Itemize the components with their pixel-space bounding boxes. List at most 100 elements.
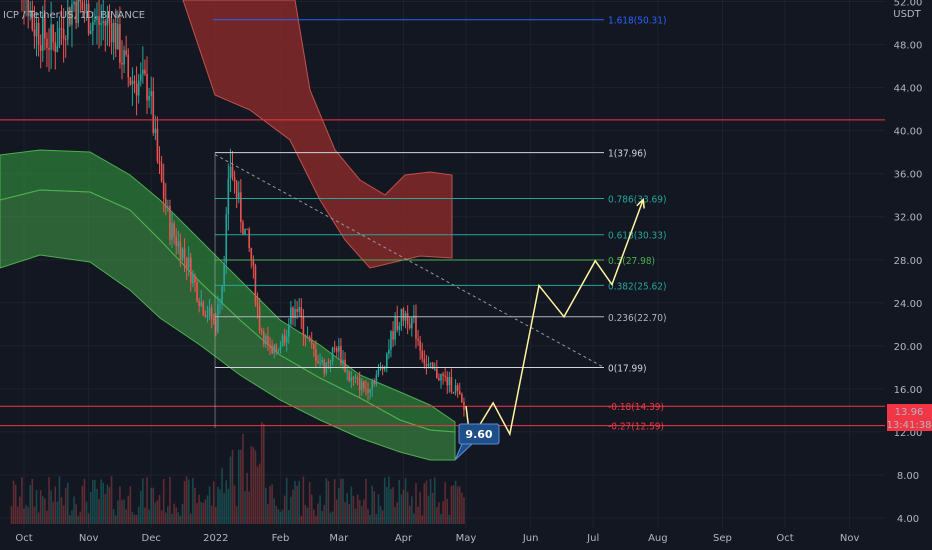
volume-bar — [50, 490, 52, 524]
currency-label[interactable]: USDT — [893, 9, 921, 20]
candle-body — [171, 223, 173, 240]
candle-body — [383, 367, 386, 370]
volume-bar — [14, 484, 17, 524]
time-axis-background — [0, 528, 932, 550]
volume-bar — [256, 466, 259, 524]
price-axis[interactable]: 4.00 8.00 12.00 16.00 20.00 24.00 28.00 32.00 36… — [885, 0, 932, 550]
volume-bar — [75, 504, 77, 524]
candle-body — [277, 350, 280, 352]
volume-bar — [444, 482, 446, 524]
candle-body — [260, 330, 263, 332]
candle-body — [271, 346, 273, 354]
candle-body — [173, 223, 175, 237]
candle-body — [411, 317, 413, 329]
volume-bar — [219, 489, 221, 524]
candle-body — [273, 344, 275, 354]
volume-bar — [315, 515, 317, 524]
candle-body — [102, 21, 105, 24]
volume-bar — [329, 512, 332, 524]
candle-body — [461, 394, 463, 402]
volume-bar — [208, 486, 211, 524]
candle-body — [27, 0, 29, 17]
volume-bar — [456, 486, 459, 524]
volume-bar — [92, 479, 94, 524]
volume-bar — [265, 487, 267, 524]
candle-body — [248, 229, 250, 249]
price-tick-label: 48.00 — [894, 41, 923, 52]
candle-body — [279, 346, 282, 351]
volume-bar — [171, 513, 173, 524]
volume-bar — [442, 501, 444, 524]
volume-bar — [215, 507, 217, 524]
candle-body — [77, 0, 80, 23]
volume-bar — [225, 480, 228, 524]
volume-bar — [340, 478, 342, 524]
volume-bar — [194, 487, 196, 524]
candle-body — [360, 381, 363, 391]
candle-body — [87, 3, 90, 34]
volume-bar — [300, 515, 303, 524]
volume-bar — [156, 500, 159, 524]
candle-body — [210, 307, 213, 319]
price-axis-background — [885, 0, 932, 550]
volume-bar — [212, 481, 215, 524]
volume-bar — [333, 479, 336, 524]
volume-bar — [381, 510, 384, 524]
volume-bar — [396, 501, 399, 524]
candle-body — [98, 16, 100, 25]
candle-body — [125, 50, 127, 55]
volume-bar — [452, 485, 455, 524]
volume-bar — [96, 488, 98, 524]
candle-body — [425, 364, 428, 367]
candle-body — [223, 263, 225, 287]
current-price-value: 13.96 — [895, 407, 924, 418]
volume-bar — [137, 506, 140, 524]
volume-bar — [281, 509, 284, 524]
candle-body — [454, 385, 457, 393]
volume-bar — [77, 515, 80, 524]
candle-body — [44, 14, 46, 39]
time-axis[interactable]: Oct Nov Dec 2022 Feb Mar Apr May Jun Jul Aug Sep Oct… — [0, 528, 932, 550]
volume-bar — [242, 434, 244, 524]
candle-body — [254, 265, 257, 303]
candle-body — [400, 308, 403, 326]
volume-bar — [388, 476, 390, 524]
candle-body — [194, 275, 196, 283]
candle-body — [185, 257, 188, 268]
time-tick-label: Oct — [15, 533, 32, 544]
volume-bar — [438, 502, 440, 524]
volume-bar — [392, 487, 394, 524]
volume-bar — [192, 478, 194, 524]
candle-body — [167, 206, 169, 208]
candle-body — [48, 47, 50, 50]
candle-body — [292, 307, 294, 318]
candle-body — [267, 335, 269, 345]
candle-body — [358, 378, 361, 391]
volume-bar — [173, 503, 175, 524]
candle-body — [162, 181, 165, 199]
candle-body — [60, 28, 63, 30]
candle-body — [377, 368, 380, 375]
volume-bar — [152, 487, 155, 524]
fib-level-label: 0.618(30.33) — [608, 231, 667, 242]
price-tick-label: 24.00 — [894, 299, 923, 310]
candle-body — [333, 347, 336, 349]
volume-bar — [450, 485, 453, 524]
fibonacci-levels[interactable]: 1.618(50.31) 1(37.96) 0.786(33.69) 0.618(30… — [0, 16, 885, 433]
candle-body — [290, 307, 292, 325]
volume-bar — [323, 505, 326, 524]
volume-bar — [69, 515, 71, 524]
candle-body — [350, 377, 353, 382]
candle-body — [373, 381, 376, 385]
candle-body — [398, 325, 401, 330]
volume-bar — [244, 491, 246, 524]
candle-body — [177, 241, 180, 247]
volume-bar — [27, 506, 29, 524]
volume-bar — [344, 502, 346, 524]
volume-bar — [23, 508, 25, 524]
candle-body — [75, 1, 77, 23]
candle-body — [402, 308, 405, 321]
candle-body — [335, 348, 338, 352]
volume-bar — [127, 495, 130, 524]
